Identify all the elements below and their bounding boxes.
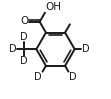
Text: D: D xyxy=(82,44,89,54)
Text: D: D xyxy=(35,72,42,82)
Text: D: D xyxy=(69,72,76,82)
Text: D: D xyxy=(9,44,17,54)
Text: D: D xyxy=(20,56,28,66)
Text: O: O xyxy=(20,16,29,26)
Text: D: D xyxy=(20,32,28,42)
Text: OH: OH xyxy=(45,2,61,12)
